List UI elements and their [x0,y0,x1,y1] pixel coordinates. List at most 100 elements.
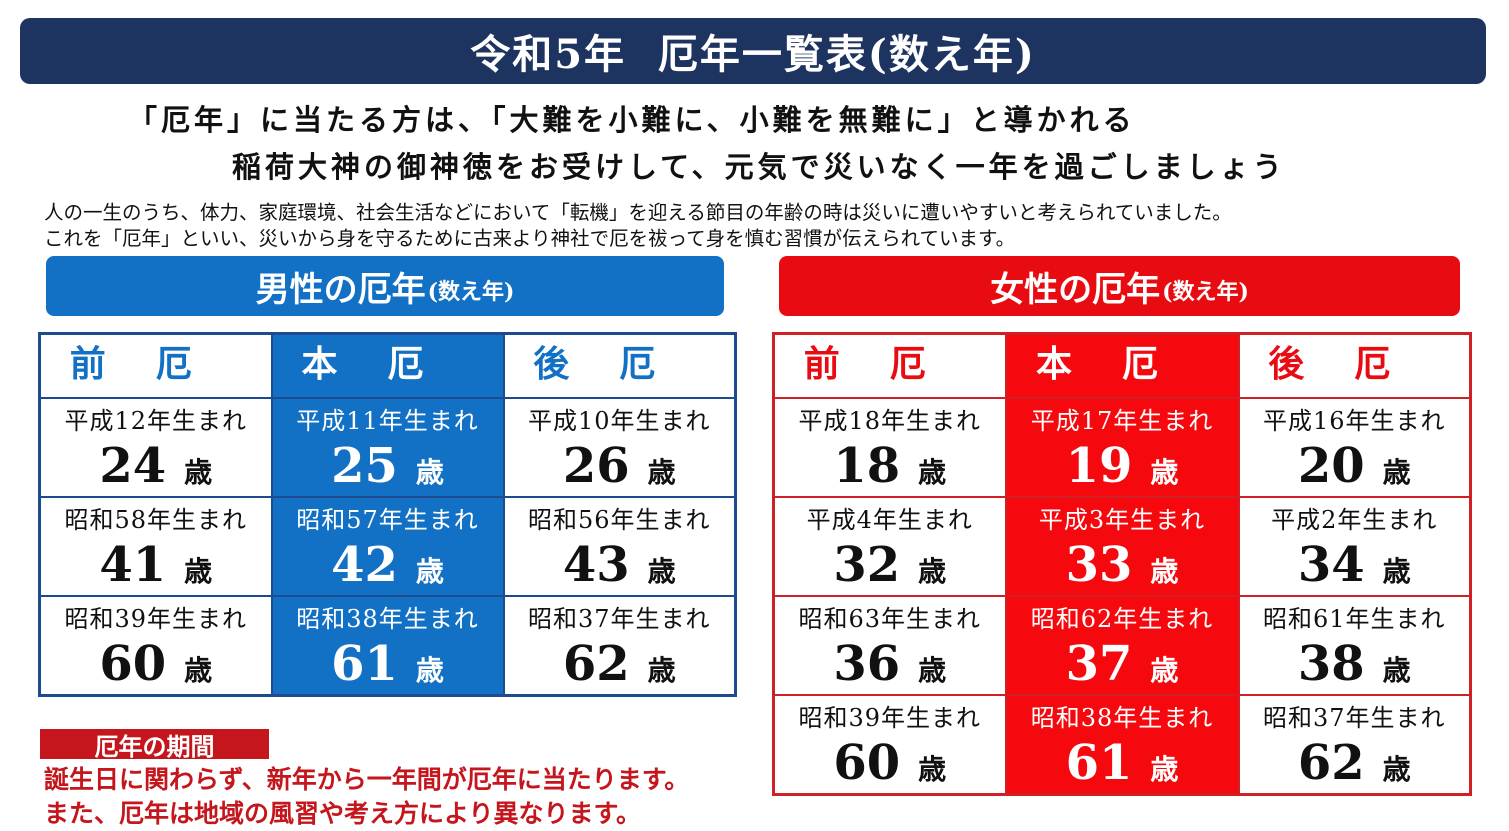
period-label: 厄年の期間 [40,729,269,761]
birth-year: 昭和37年生まれ [527,605,711,633]
age-value: 41 [99,537,167,593]
men-yakudoshi-table: 前厄 本厄 後厄 平成12年生まれ 24 歳 平成11年生まれ 25 歳 平成10年生ま… [38,332,737,697]
age-value: 61 [1065,735,1133,791]
table-cell: 昭和61年生まれ 38 歳 [1237,595,1472,696]
table-cell: 昭和37年生まれ 62 歳 [1237,694,1472,796]
age-unit: 歳 [647,555,676,588]
age-value: 37 [1065,636,1133,692]
birth-year: 昭和63年生まれ [798,605,982,633]
period-note-1: 誕生日に関わらず、新年から一年間が厄年に当たります。 [44,765,690,794]
age-value: 24 [99,438,167,494]
table-cell: 平成16年生まれ 20 歳 [1237,397,1472,498]
men-section-header: 男性の厄年 (数え年) [46,256,724,316]
birth-year: 昭和62年生まれ [1030,605,1214,633]
table-cell: 平成18年生まれ 18 歳 [772,397,1007,498]
table-row: 昭和39年生まれ 60 歳 昭和38年生まれ 61 歳 昭和37年生まれ 62 歳 [38,595,737,697]
age-unit: 歳 [1150,555,1179,588]
age-value: 34 [1297,537,1365,593]
table-cell: 昭和39年生まれ 60 歳 [772,694,1007,796]
birth-year: 平成10年生まれ [527,407,711,435]
table-cell: 平成10年生まれ 26 歳 [502,397,737,498]
age-value: 38 [1297,636,1365,692]
column-header-atoyaku: 後厄 [502,332,737,399]
men-heading-note: (数え年) [427,279,515,305]
birth-year: 昭和56年生まれ [527,506,711,534]
age-value: 20 [1297,438,1365,494]
women-yakudoshi-table: 前厄 本厄 後厄 平成18年生まれ 18 歳 平成17年生まれ 19 歳 平成16年生ま… [772,332,1472,796]
birth-year: 昭和61年生まれ [1262,605,1446,633]
table-cell: 昭和57年生まれ 42 歳 [270,496,505,597]
table-header-row: 前厄 本厄 後厄 [38,332,737,399]
birth-year: 平成3年生まれ [1038,506,1206,534]
age-unit: 歳 [415,654,444,687]
age-unit: 歳 [1382,456,1411,489]
table-cell: 昭和38年生まれ 61 歳 [270,595,505,697]
column-header-atoyaku: 後厄 [1237,332,1472,399]
column-header-maeyaku: 前厄 [772,332,1007,399]
age-value: 62 [562,636,630,692]
age-value: 60 [99,636,167,692]
age-value: 32 [833,537,901,593]
women-heading: 女性の厄年 [990,269,1161,310]
table-cell: 平成11年生まれ 25 歳 [270,397,505,498]
age-value: 25 [331,438,398,494]
table-cell: 平成4年生まれ 32 歳 [772,496,1007,597]
birth-year: 昭和39年生まれ [798,704,982,732]
age-unit: 歳 [1150,753,1179,786]
age-unit: 歳 [647,456,676,489]
table-cell: 昭和37年生まれ 62 歳 [502,595,737,697]
table-cell: 昭和39年生まれ 60 歳 [38,595,273,697]
table-header-row: 前厄 本厄 後厄 [772,332,1472,399]
age-unit: 歳 [918,753,947,786]
age-value: 18 [833,438,901,494]
lead-line-2: 稲荷大神の御神徳をお受けして、元気で災いなく一年を過ごしましょう [232,150,1286,184]
table-row: 平成12年生まれ 24 歳 平成11年生まれ 25 歳 平成10年生まれ 26 歳 [38,397,737,498]
table-cell: 平成12年生まれ 24 歳 [38,397,273,498]
age-unit: 歳 [184,456,213,489]
age-value: 43 [562,537,630,593]
birth-year: 平成4年生まれ [806,506,973,534]
birth-year: 昭和58年生まれ [64,506,248,534]
birth-year: 昭和39年生まれ [64,605,248,633]
birth-year: 平成17年生まれ [1030,407,1214,435]
women-heading-note: (数え年) [1162,279,1249,305]
table-row: 平成18年生まれ 18 歳 平成17年生まれ 19 歳 平成16年生まれ 20 歳 [772,397,1472,498]
table-row: 昭和58年生まれ 41 歳 昭和57年生まれ 42 歳 昭和56年生まれ 43 歳 [38,496,737,597]
birth-year: 昭和37年生まれ [1262,704,1446,732]
age-unit: 歳 [918,555,947,588]
age-unit: 歳 [1382,753,1411,786]
birth-year: 平成11年生まれ [296,407,479,435]
age-unit: 歳 [918,654,947,687]
age-unit: 歳 [918,456,947,489]
title-banner: 令和5年 厄年一覧表(数え年) [20,18,1486,84]
column-header-maeyaku: 前厄 [38,332,273,399]
table-cell: 平成3年生まれ 33 歳 [1004,496,1240,597]
lead-line-1: 「厄年」に当たる方は、「大難を小難に、小難を無難に」と導かれる [128,103,1136,137]
age-value: 61 [331,636,398,692]
birth-year: 昭和38年生まれ [296,605,479,633]
age-unit: 歳 [647,654,676,687]
age-value: 19 [1065,438,1133,494]
table-row: 昭和63年生まれ 36 歳 昭和62年生まれ 37 歳 昭和61年生まれ 38 歳 [772,595,1472,696]
age-value: 42 [331,537,398,593]
table-cell: 昭和63年生まれ 36 歳 [772,595,1007,696]
table-cell: 平成17年生まれ 19 歳 [1004,397,1240,498]
age-value: 26 [562,438,630,494]
page-title: 令和5年 厄年一覧表(数え年) [470,31,1036,78]
age-unit: 歳 [1382,654,1411,687]
description-line-2: これを「厄年」といい、災いから身を守るために古来より神社で厄を祓って身を慎む習慣… [44,227,1016,250]
birth-year: 平成16年生まれ [1262,407,1446,435]
table-row: 平成4年生まれ 32 歳 平成3年生まれ 33 歳 平成2年生まれ 34 歳 [772,496,1472,597]
age-value: 62 [1297,735,1365,791]
table-cell: 昭和38年生まれ 61 歳 [1004,694,1240,796]
birth-year: 平成12年生まれ [64,407,248,435]
age-unit: 歳 [1150,654,1179,687]
age-unit: 歳 [415,555,444,588]
age-unit: 歳 [415,456,444,489]
age-unit: 歳 [184,654,213,687]
age-unit: 歳 [184,555,213,588]
table-row: 昭和39年生まれ 60 歳 昭和38年生まれ 61 歳 昭和37年生まれ 62 歳 [772,694,1472,796]
table-cell: 昭和62年生まれ 37 歳 [1004,595,1240,696]
period-note-2: また、厄年は地域の風習や考え方により異なります。 [44,799,642,828]
birth-year: 平成2年生まれ [1271,506,1438,534]
